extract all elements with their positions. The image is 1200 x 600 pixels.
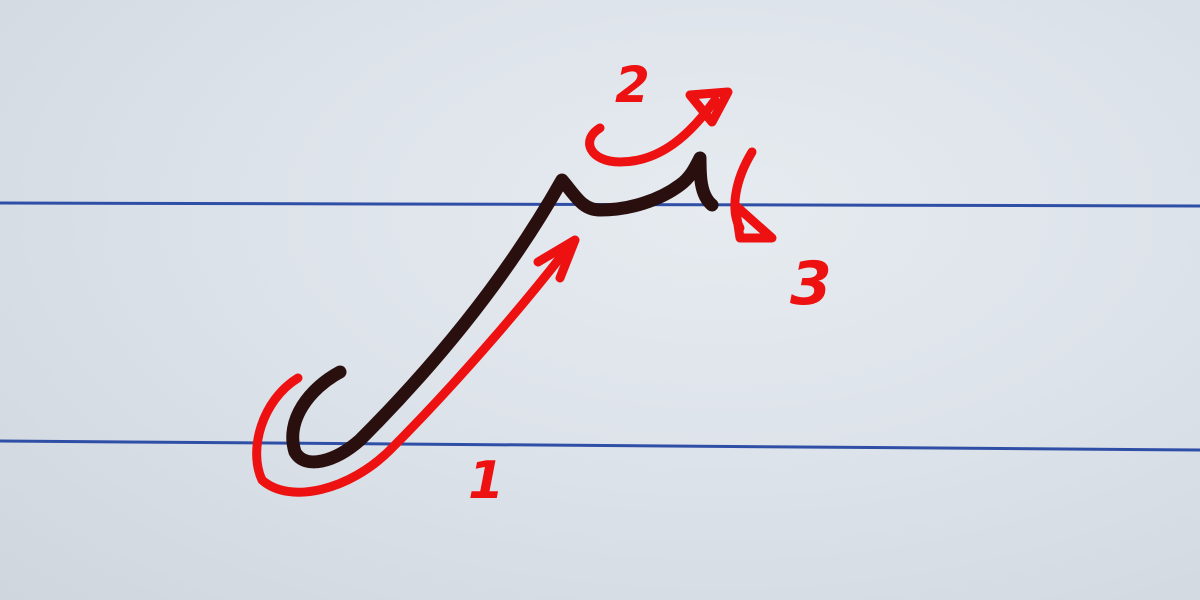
guide-arrow-1 <box>252 240 575 497</box>
guide-arrowhead-1 <box>533 235 580 283</box>
guide-arrowhead-2 <box>685 87 733 127</box>
stroke-number-2: 2 <box>615 56 650 114</box>
stroke-number-3: 3 <box>790 249 832 319</box>
stroke-number-1: 1 <box>468 451 504 511</box>
letter-main-stroke <box>286 151 719 469</box>
guide-arrow-2 <box>585 95 720 167</box>
guide-arrowhead-3 <box>730 200 777 243</box>
bottom-rule-line <box>0 439 1200 452</box>
